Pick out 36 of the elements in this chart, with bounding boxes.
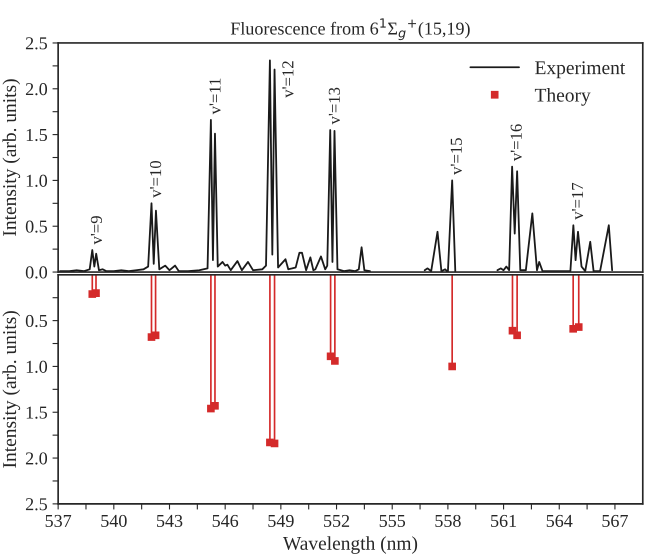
x-tick-label: 552 <box>324 514 350 527</box>
x-tick-label: 567 <box>602 514 628 527</box>
y-tick-label: 2.0 <box>26 83 48 96</box>
y-tick-label: 0.5 <box>26 314 48 328</box>
chart-title: Fluorescence from 6$^{1}$Σ$_{g}$$^{+}$(15,19) <box>230 18 470 40</box>
y-tick-label: 1.5 <box>26 406 48 419</box>
annotation: v'=16 <box>510 124 522 162</box>
y-axis-title: Intensity (arb. units) <box>2 79 20 236</box>
annotation: v'=11 <box>209 78 221 114</box>
legend-label: Experiment <box>535 61 626 78</box>
x-tick-label: 537 <box>46 514 72 527</box>
x-tick-label: 546 <box>212 514 238 527</box>
y-tick-label: 1.0 <box>26 174 48 187</box>
x-tick-label: 549 <box>268 514 294 527</box>
y-tick-label: 0.0 <box>26 266 48 279</box>
annotation: v'=10 <box>150 161 162 198</box>
annotation: v'=12 <box>282 61 294 98</box>
x-tick-label: 558 <box>435 514 461 527</box>
x-axis-title: Wavelength (nm) <box>282 536 418 554</box>
x-tick-label: 540 <box>101 514 127 527</box>
annotation: v'=9 <box>90 216 102 244</box>
y-axis-title: Intensity (arb. units) <box>2 311 20 468</box>
x-tick-label: 561 <box>491 514 516 527</box>
x-tick-label: 564 <box>546 514 573 527</box>
y-tick-label: 0.5 <box>26 220 48 233</box>
legend-label: Theory <box>534 88 591 106</box>
x-tick-label: 543 <box>157 514 182 527</box>
y-tick-label: 1.5 <box>26 128 48 142</box>
annotation: v'=15 <box>450 138 462 175</box>
y-tick-label: 1.0 <box>26 360 48 373</box>
x-tick-label: 555 <box>380 514 406 527</box>
y-tick-label: 2.0 <box>26 452 48 465</box>
y-tick-label: 2.5 <box>26 37 48 50</box>
y-tick-label: 2.5 <box>26 498 48 510</box>
annotation: v'=17 <box>572 182 584 220</box>
annotation: v'=13 <box>328 88 340 124</box>
